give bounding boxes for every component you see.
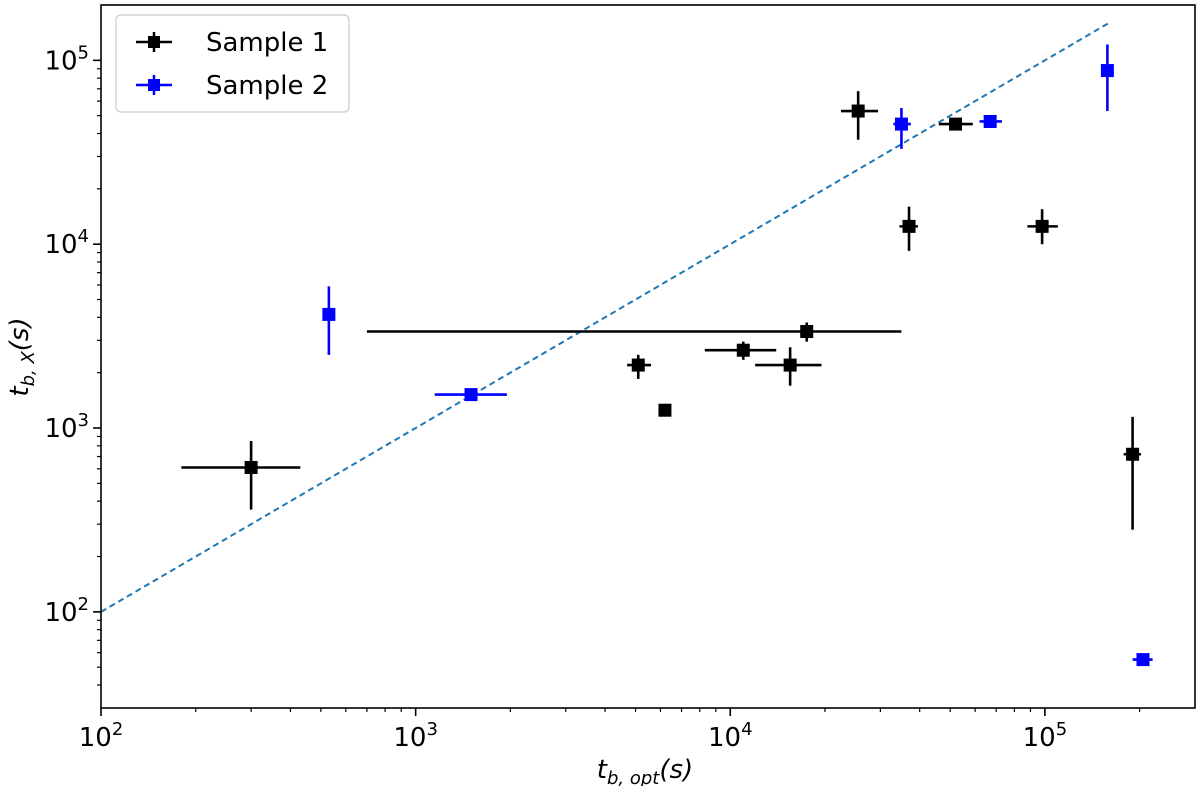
legend-marker-square: [148, 36, 160, 48]
data-point: [1132, 653, 1153, 667]
legend-entry-sample-2: Sample 2: [136, 71, 328, 101]
data-marker: [736, 343, 750, 357]
data-point: [1027, 209, 1058, 245]
data-point: [899, 206, 918, 251]
axis-layer: 102 103 104 105 102 103 104 105: [44, 42, 1141, 753]
data-point: [434, 388, 507, 402]
x-tick-label: 102: [79, 719, 124, 753]
data-point: [893, 108, 911, 149]
legend-box: [115, 14, 350, 113]
data-point: [704, 341, 777, 360]
data-point: [181, 441, 301, 510]
reference-line: [100, 21, 1110, 613]
data-point: [979, 114, 1002, 128]
data-marker: [800, 325, 814, 339]
data-marker: [1126, 447, 1140, 461]
legend-label-sample-2: Sample 2: [206, 71, 328, 101]
data-point: [658, 403, 672, 417]
data-marker: [1136, 653, 1150, 667]
data-point: [1100, 44, 1114, 112]
reference-line-layer: [100, 21, 1110, 613]
data-marker: [894, 117, 908, 131]
data-point: [938, 117, 973, 131]
plot-frame: [100, 4, 1196, 709]
x-tick-label: 103: [393, 719, 438, 753]
data-point: [1123, 416, 1141, 530]
data-marker: [783, 358, 797, 372]
y-tick-label: 104: [44, 226, 89, 260]
data-point: [366, 322, 902, 342]
data-point: [627, 354, 652, 379]
legend-marker-square: [148, 79, 160, 91]
x-tick-label: 104: [708, 719, 753, 753]
legend-entry-sample-1: Sample 1: [136, 28, 328, 58]
x-axis-label-subscript: b, opt: [607, 768, 660, 786]
data-marker: [244, 460, 258, 474]
x-tick-label: 105: [1023, 719, 1068, 753]
data-marker: [631, 358, 645, 372]
y-axis-label-subscript: b, X: [18, 351, 39, 387]
data-marker: [1100, 64, 1114, 78]
legend: Sample 1 Sample 2: [115, 14, 350, 113]
data-point: [755, 347, 822, 386]
y-axis-label-tail: (s): [5, 317, 35, 351]
data-marker: [902, 219, 916, 233]
data-marker: [658, 403, 672, 417]
data-point: [841, 91, 879, 140]
data-layer: [181, 44, 1153, 667]
data-marker: [322, 307, 336, 321]
y-tick-label: 105: [44, 42, 89, 76]
data-marker: [851, 104, 865, 118]
data-marker: [1035, 219, 1049, 233]
y-axis-label-main: t: [5, 386, 35, 397]
y-tick-label: 102: [44, 594, 89, 628]
data-marker: [983, 114, 997, 128]
x-axis-label: tb, opt(s): [597, 755, 693, 786]
series-2: [322, 44, 1153, 667]
series-1: [181, 91, 1141, 530]
y-axis-label: tb, X(s): [5, 317, 39, 396]
y-tick-label: 103: [44, 410, 89, 444]
data-marker: [464, 388, 478, 402]
x-axis-label-tail: (s): [659, 755, 693, 785]
data-marker: [949, 117, 963, 131]
x-axis-label-main: t: [597, 755, 608, 785]
legend-label-sample-1: Sample 1: [206, 28, 328, 58]
data-point: [322, 286, 336, 355]
